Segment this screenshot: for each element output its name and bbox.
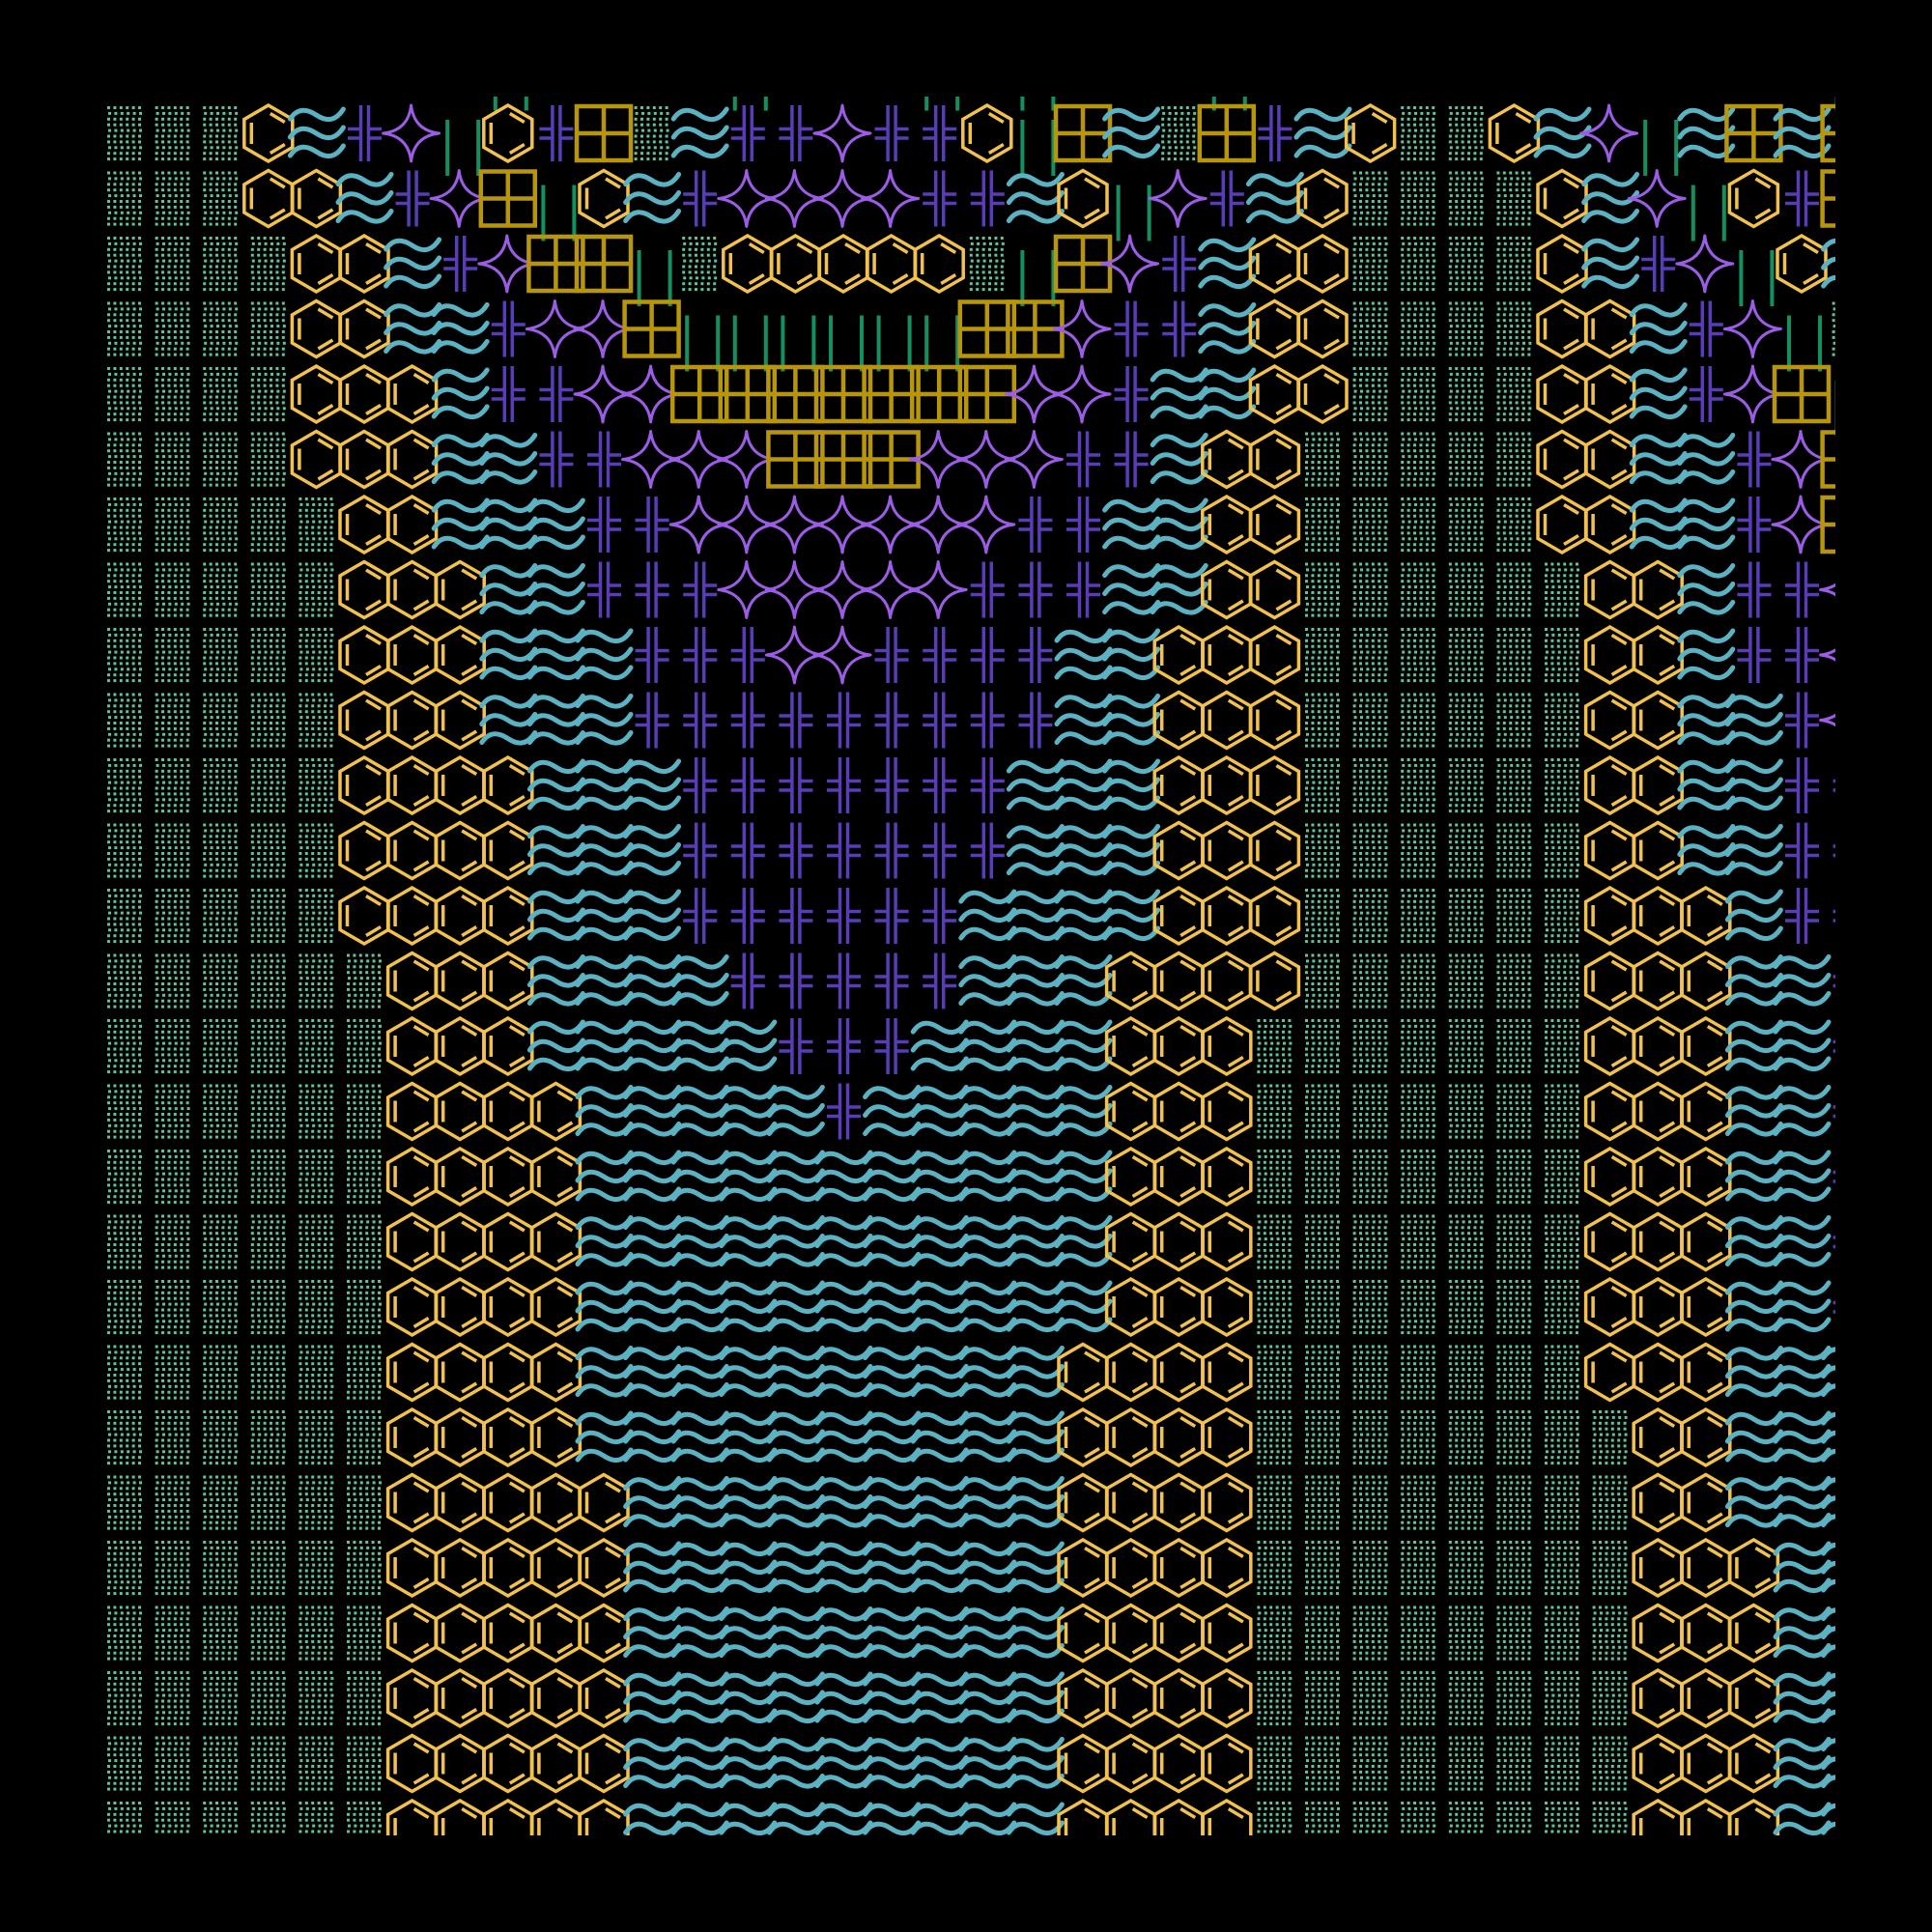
glyph-art-canvas	[107, 97, 1835, 1835]
